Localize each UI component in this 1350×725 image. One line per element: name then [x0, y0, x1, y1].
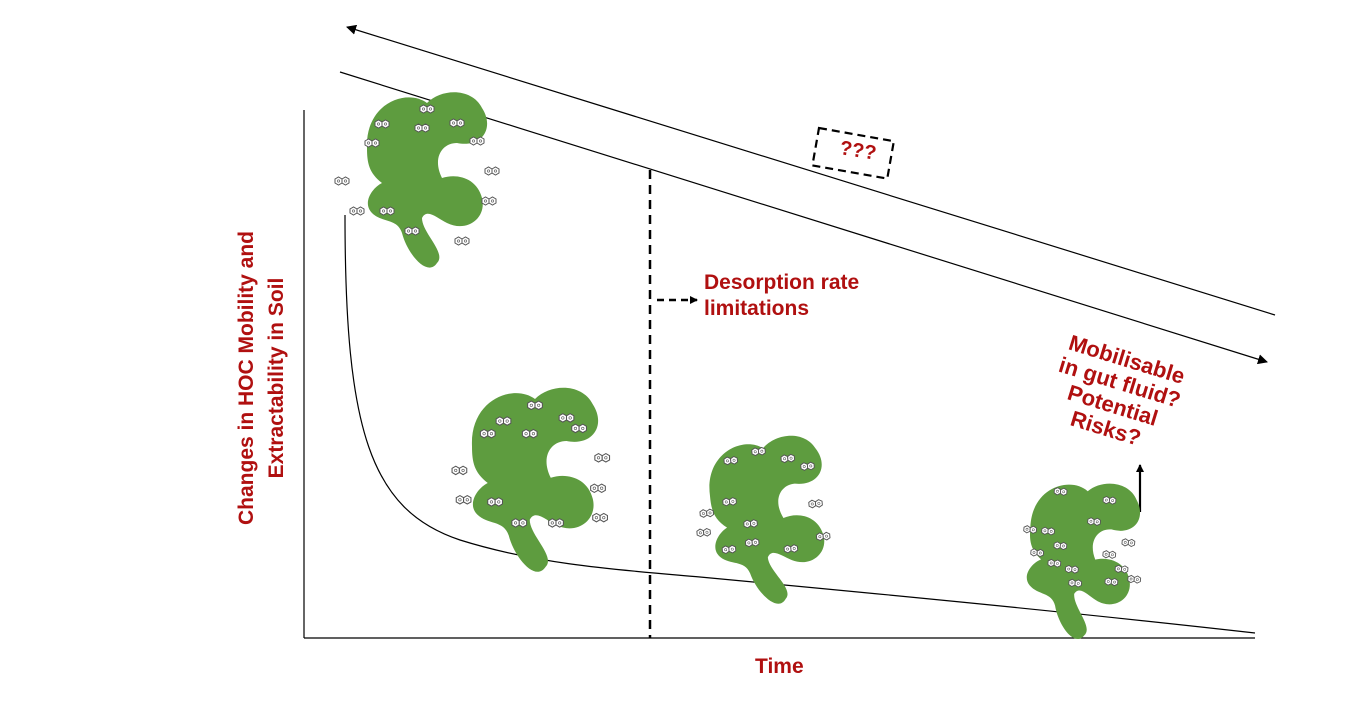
desorption-label-line1: Desorption rate [704, 271, 860, 294]
decay-curve [344, 214, 1256, 634]
hoc-molecule-icon [1102, 549, 1117, 560]
soil-particle-3 [696, 433, 834, 609]
hoc-molecule-icon [592, 512, 608, 523]
x-axis-label: Time [755, 655, 804, 678]
hoc-molecule-icon [594, 453, 611, 463]
hoc-molecule-icon [699, 508, 715, 519]
hoc-molecule-icon [808, 498, 823, 509]
unknown-box [811, 126, 896, 180]
hoc-molecule-icon [334, 176, 350, 186]
hoc-molecule-icon [451, 465, 468, 476]
hoc-molecule-icon [696, 527, 712, 538]
desorption-label: Desorption rate limitations [704, 270, 859, 322]
y-axis-label-line2: Extractability in Soil [265, 277, 288, 479]
soil-particle-1 [334, 92, 500, 268]
diagonal-arrow-left [346, 24, 1276, 316]
hoc-molecule-icon [484, 166, 500, 176]
y-axis-label-line1: Changes in HOC Mobility and [235, 230, 258, 526]
hoc-molecule-icon [349, 206, 365, 216]
hoc-molecule-icon [454, 236, 470, 246]
hoc-molecule-icon [590, 483, 606, 493]
hoc-molecule-icon [1127, 574, 1142, 584]
hoc-molecule-icon [455, 495, 472, 505]
hoc-molecule-icon [1121, 538, 1136, 548]
y-axis-label: Changes in HOC Mobility and Extractabili… [232, 231, 292, 525]
diagonal-arrow-right [339, 71, 1268, 365]
hoc-molecule-icon [481, 196, 497, 206]
desorption-label-line2: limitations [704, 297, 810, 320]
